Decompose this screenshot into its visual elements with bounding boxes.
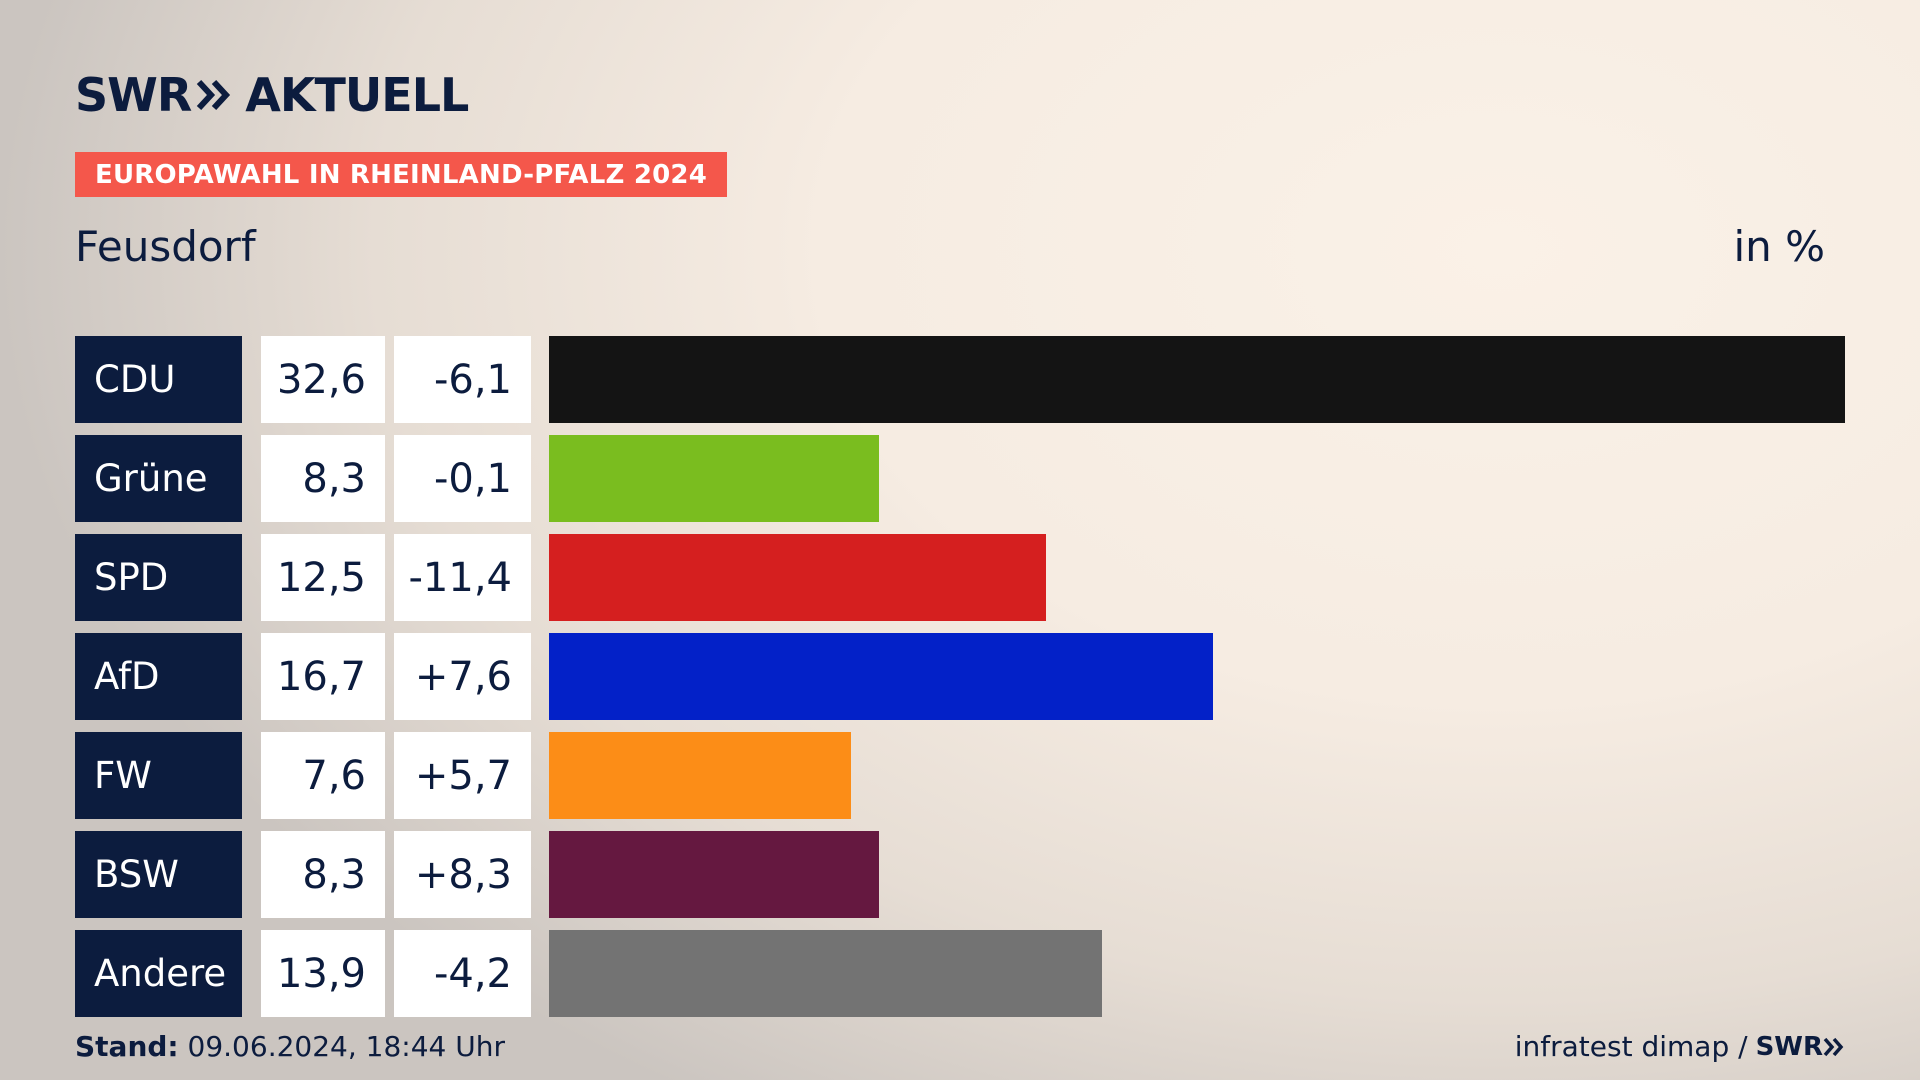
result-value: 8,3 <box>261 435 385 522</box>
swr-mini-text: SWR <box>1755 1031 1823 1062</box>
party-label: AfD <box>75 633 242 720</box>
party-label: Andere <box>75 930 242 1017</box>
stand-label: Stand: <box>75 1030 179 1063</box>
party-label: BSW <box>75 831 242 918</box>
party-row: CDU 32,6 -6,1 <box>75 336 1845 423</box>
change-value: -11,4 <box>394 534 531 621</box>
logo-swr-text: SWR <box>75 68 192 122</box>
double-chevron-small-icon <box>1823 1037 1844 1056</box>
result-bar <box>549 534 1046 621</box>
logo-aktuell-text: AKTUELL <box>245 68 469 122</box>
unit-label: in % <box>1733 222 1825 271</box>
result-bar <box>549 831 879 918</box>
party-row: SPD 12,5 -11,4 <box>75 534 1845 621</box>
result-value: 7,6 <box>261 732 385 819</box>
source-text: infratest dimap / <box>1514 1030 1748 1063</box>
party-label: SPD <box>75 534 242 621</box>
region-title: Feusdorf <box>75 222 256 271</box>
change-value: -0,1 <box>394 435 531 522</box>
party-label: CDU <box>75 336 242 423</box>
change-value: -6,1 <box>394 336 531 423</box>
party-row: BSW 8,3 +8,3 <box>75 831 1845 918</box>
party-label: FW <box>75 732 242 819</box>
party-row: Andere 13,9 -4,2 <box>75 930 1845 1017</box>
change-value: +5,7 <box>394 732 531 819</box>
source-credit: infratest dimap / SWR <box>1515 1030 1845 1063</box>
double-chevron-icon <box>195 76 233 114</box>
result-value: 13,9 <box>261 930 385 1017</box>
stand-value: 09.06.2024, 18:44 Uhr <box>187 1030 505 1063</box>
party-label: Grüne <box>75 435 242 522</box>
change-value: +8,3 <box>394 831 531 918</box>
result-bar <box>549 633 1213 720</box>
result-bar <box>549 336 1845 423</box>
result-value: 32,6 <box>261 336 385 423</box>
change-value: +7,6 <box>394 633 531 720</box>
result-value: 12,5 <box>261 534 385 621</box>
result-value: 8,3 <box>261 831 385 918</box>
party-row: Grüne 8,3 -0,1 <box>75 435 1845 522</box>
result-bar <box>549 930 1102 1017</box>
change-value: -4,2 <box>394 930 531 1017</box>
result-bar <box>549 732 851 819</box>
timestamp: Stand: 09.06.2024, 18:44 Uhr <box>75 1030 505 1063</box>
result-value: 16,7 <box>261 633 385 720</box>
swr-mini-logo: SWR <box>1756 1032 1845 1062</box>
result-bar <box>549 435 879 522</box>
party-row: FW 7,6 +5,7 <box>75 732 1845 819</box>
election-badge: EUROPAWAHL IN RHEINLAND-PFALZ 2024 <box>75 152 727 197</box>
party-row: AfD 16,7 +7,6 <box>75 633 1845 720</box>
swr-aktuell-logo: SWR AKTUELL <box>75 68 469 122</box>
